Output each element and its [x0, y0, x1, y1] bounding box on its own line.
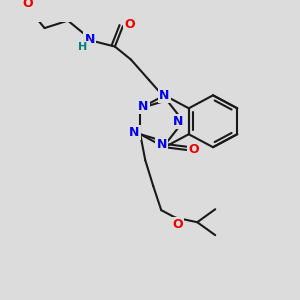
- Text: O: O: [188, 143, 199, 157]
- Text: N: N: [138, 100, 148, 113]
- Text: N: N: [159, 89, 170, 102]
- Text: N: N: [157, 138, 167, 151]
- Text: N: N: [85, 33, 95, 46]
- Text: H: H: [78, 43, 88, 52]
- Text: O: O: [172, 218, 183, 232]
- Text: O: O: [124, 18, 135, 31]
- Text: N: N: [173, 115, 184, 128]
- Text: N: N: [129, 126, 140, 139]
- Text: O: O: [22, 0, 33, 10]
